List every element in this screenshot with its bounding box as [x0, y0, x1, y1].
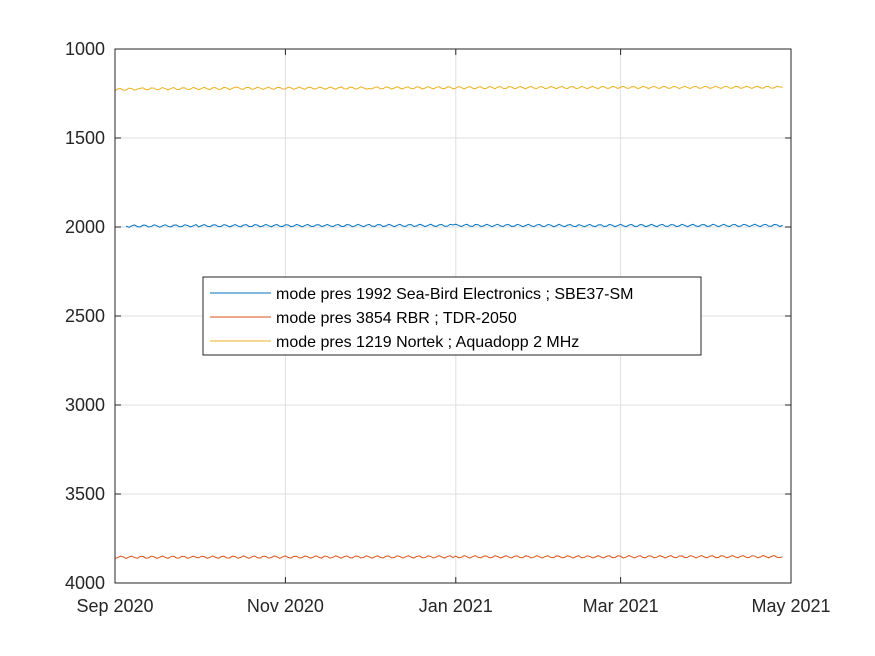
y-tick-label: 3000	[65, 395, 105, 415]
series-line-2	[114, 554, 783, 559]
y-tick-label: 1500	[65, 128, 105, 148]
axis-ticks: Sep 2020 Nov 2020 Jan 2021 Mar 2021 May 2021…	[65, 39, 831, 616]
legend: mode pres 1992 Sea-Bird Electronics ; SB…	[202, 276, 702, 356]
y-tick-label: 3500	[65, 484, 105, 504]
x-tick-label: Sep 2020	[76, 596, 153, 616]
x-tick-label: Nov 2020	[247, 596, 324, 616]
y-tick-label: 2000	[65, 217, 105, 237]
series-line-3	[114, 85, 783, 92]
y-tick-label: 1000	[65, 39, 105, 59]
legend-entry-label: mode pres 3854 RBR ; TDR-2050	[276, 310, 517, 327]
x-tick-label: Jan 2021	[419, 596, 493, 616]
legend-entry-label: mode pres 1992 Sea-Bird Electronics ; SB…	[276, 286, 634, 303]
legend-box	[202, 276, 702, 356]
y-tick-label: 4000	[65, 573, 105, 593]
series-line-1	[125, 223, 783, 228]
series-lines	[114, 85, 783, 559]
x-tick-label: Mar 2021	[583, 596, 659, 616]
y-tick-label: 2500	[65, 306, 105, 326]
legend-entry-label: mode pres 1219 Nortek ; Aquadopp 2 MHz	[276, 334, 579, 351]
x-tick-label: May 2021	[751, 596, 830, 616]
